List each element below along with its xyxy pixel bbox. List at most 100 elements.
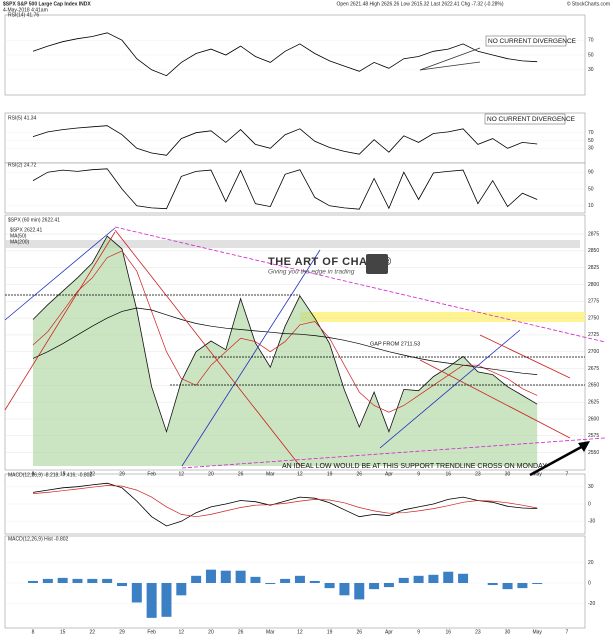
trendline bbox=[181, 437, 606, 469]
x-tick-label: May bbox=[532, 629, 542, 635]
price-area bbox=[33, 236, 538, 466]
panel-title: RSI(2) 24.72 bbox=[8, 162, 37, 168]
bar bbox=[176, 583, 187, 596]
bar bbox=[339, 583, 350, 596]
bar bbox=[487, 583, 498, 586]
x-tick-label: Mar bbox=[266, 471, 275, 477]
annotation: NO CURRENT DIVERGENCE bbox=[488, 38, 577, 45]
y-tick-label: 2675 bbox=[588, 366, 599, 372]
panel-title: MACD(12,26,9) -8.218, -7.416, -0.802 bbox=[8, 472, 92, 478]
x-tick-label: 20 bbox=[208, 471, 214, 477]
x-tick-label: 23 bbox=[475, 471, 481, 477]
x-tick-label: 15 bbox=[60, 471, 66, 477]
bar bbox=[250, 576, 261, 583]
bar bbox=[220, 570, 231, 583]
x-tick-label: 22 bbox=[90, 629, 96, 635]
x-tick-label: 19 bbox=[327, 471, 333, 477]
note-box bbox=[485, 35, 567, 47]
x-tick-label: 12 bbox=[179, 471, 185, 477]
annotation: GAP FROM 2711.53 bbox=[370, 341, 420, 347]
y-tick-label: 2575 bbox=[588, 433, 599, 439]
bar bbox=[517, 583, 528, 589]
x-tick-label: 26 bbox=[238, 629, 244, 635]
symbol: $SPX S&P 500 Large Cap Index INDX bbox=[3, 1, 91, 7]
bar bbox=[280, 578, 291, 583]
x-tick-label: 30 bbox=[505, 629, 511, 635]
logo-icon bbox=[366, 254, 388, 274]
x-tick-label: 7 bbox=[565, 629, 568, 635]
x-tick-label: 22 bbox=[90, 471, 96, 477]
date: 4-May-2018 4:41am bbox=[3, 7, 48, 13]
x-tick-label: 15 bbox=[60, 629, 66, 635]
x-tick-label: 12 bbox=[297, 629, 303, 635]
gap-band bbox=[300, 312, 585, 322]
y-tick-label: -30 bbox=[588, 519, 595, 525]
bar bbox=[131, 583, 142, 603]
legend-entry: $SPX 2622.41 bbox=[10, 227, 42, 233]
x-tick-label: 26 bbox=[356, 629, 362, 635]
series-line bbox=[32, 168, 538, 210]
y-tick-label: 30 bbox=[588, 146, 594, 152]
y-tick-label: 50 bbox=[588, 138, 594, 144]
trendline bbox=[419, 359, 571, 439]
x-tick-label: 8 bbox=[32, 629, 35, 635]
source: © StockCharts.com bbox=[567, 0, 610, 7]
x-tick-label: 16 bbox=[445, 629, 451, 635]
x-tick-label: 26 bbox=[356, 471, 362, 477]
x-tick-label: 7 bbox=[565, 471, 568, 477]
y-tick-label: 2625 bbox=[588, 399, 599, 405]
logo-title: THE ART OF CHART® bbox=[268, 256, 392, 268]
series-line bbox=[32, 485, 538, 518]
bar bbox=[146, 583, 157, 618]
resistance-band bbox=[5, 240, 580, 248]
trendline bbox=[4, 227, 116, 321]
series-line bbox=[32, 250, 538, 413]
y-tick-label: 50 bbox=[588, 52, 594, 58]
y-tick-label: 2725 bbox=[588, 332, 599, 338]
bar bbox=[428, 574, 439, 583]
y-tick-label: 2700 bbox=[588, 349, 599, 355]
x-tick-label: May bbox=[532, 471, 542, 477]
bar bbox=[72, 578, 83, 583]
y-tick-label: 30 bbox=[588, 67, 594, 73]
bar bbox=[369, 583, 380, 590]
bar bbox=[309, 580, 320, 583]
x-tick-label: 12 bbox=[179, 629, 185, 635]
y-tick-label: 2775 bbox=[588, 299, 599, 305]
legend-entry: MA(50) bbox=[10, 233, 27, 239]
bar bbox=[205, 569, 216, 583]
panel-title: RSI(14) 41.76 bbox=[8, 12, 39, 18]
y-tick-label: 10 bbox=[588, 203, 594, 209]
x-tick-label: Mar bbox=[266, 629, 275, 635]
y-tick-label: 0 bbox=[588, 580, 591, 586]
bar bbox=[294, 575, 305, 583]
y-tick-label: 70 bbox=[588, 130, 594, 136]
x-tick-label: 9 bbox=[417, 629, 420, 635]
y-tick-label: 90 bbox=[588, 170, 594, 176]
series-line bbox=[32, 482, 538, 527]
trendline bbox=[114, 229, 301, 467]
bar bbox=[191, 575, 202, 583]
trendline bbox=[419, 61, 481, 71]
y-tick-label: -20 bbox=[588, 601, 595, 607]
y-tick-label: 50 bbox=[588, 186, 594, 192]
y-tick-label: 20 bbox=[588, 560, 594, 566]
trendline bbox=[419, 47, 481, 71]
bar bbox=[28, 580, 38, 583]
y-tick-label: 2850 bbox=[588, 248, 599, 254]
bar bbox=[235, 570, 246, 583]
bar bbox=[161, 583, 172, 617]
legend-entry: MA(200) bbox=[10, 239, 30, 245]
x-tick-label: Apr bbox=[385, 471, 393, 477]
x-tick-label: 30 bbox=[505, 471, 511, 477]
note-box bbox=[484, 113, 566, 125]
x-tick-label: 29 bbox=[119, 629, 125, 635]
quote: Open 2621.48 High 2626.26 Low 2615.32 La… bbox=[336, 1, 503, 7]
x-tick-label: 20 bbox=[208, 629, 214, 635]
arrow bbox=[529, 443, 586, 477]
series-line bbox=[32, 307, 538, 375]
panel-title: MACD(12,26,9) Hist -0.802 bbox=[8, 536, 69, 542]
y-tick-label: 2550 bbox=[588, 450, 599, 456]
bar bbox=[532, 583, 543, 585]
